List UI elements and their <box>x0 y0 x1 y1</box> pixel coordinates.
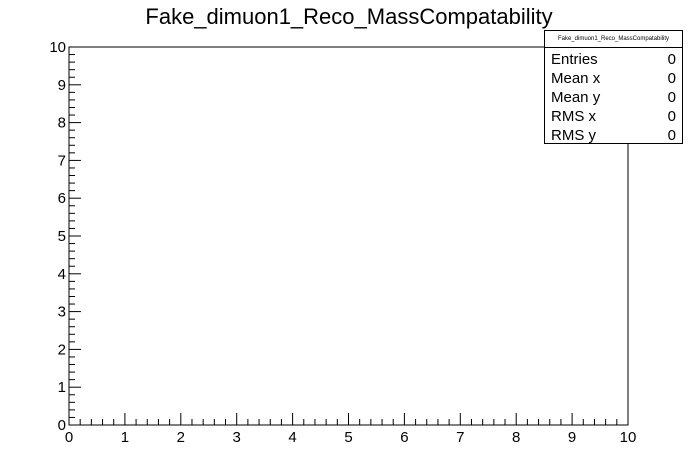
y-axis: 0 1 2 3 4 5 6 7 8 9 10 <box>49 39 81 434</box>
stats-value: 0 <box>667 51 676 68</box>
x-tick-label: 5 <box>344 429 352 446</box>
x-tick-label: 2 <box>177 429 185 446</box>
stats-row-mean-x: Mean x 0 <box>545 69 682 88</box>
x-axis: 0 1 2 3 4 5 6 7 8 9 10 <box>65 413 637 446</box>
stats-row-rms-x: RMS x 0 <box>545 107 682 126</box>
y-tick-label: 7 <box>58 152 66 169</box>
stats-box: Fake_dimuon1_Reco_MassCompatability Entr… <box>544 30 683 144</box>
stats-row-entries: Entries 0 <box>545 50 682 69</box>
stats-label: Mean y <box>551 89 601 106</box>
x-tick-label: 7 <box>456 429 464 446</box>
y-tick-label: 1 <box>58 379 66 396</box>
x-tick-label: 4 <box>288 429 296 446</box>
stats-value: 0 <box>667 89 676 106</box>
stats-title: Fake_dimuon1_Reco_MassCompatability <box>545 31 682 48</box>
x-tick-label: 1 <box>121 429 129 446</box>
y-tick-label: 9 <box>58 77 66 94</box>
x-tick-label: 8 <box>512 429 520 446</box>
stats-label: RMS x <box>551 108 596 125</box>
y-tick-label: 10 <box>49 39 66 56</box>
stats-value: 0 <box>667 70 676 87</box>
stats-row-mean-y: Mean y 0 <box>545 88 682 107</box>
y-tick-label: 6 <box>58 190 66 207</box>
chart-title: Fake_dimuon1_Reco_MassCompatability <box>145 4 552 29</box>
stats-label: Entries <box>551 51 598 68</box>
y-tick-label: 2 <box>58 341 66 358</box>
y-tick-label: 4 <box>58 266 66 283</box>
y-tick-label: 3 <box>58 304 66 321</box>
stats-label: RMS y <box>551 127 596 144</box>
y-tick-label: 0 <box>58 417 66 434</box>
x-tick-label: 10 <box>620 429 637 446</box>
stats-row-rms-y: RMS y 0 <box>545 126 682 145</box>
y-tick-label: 5 <box>58 228 66 245</box>
stats-label: Mean x <box>551 70 601 87</box>
stats-value: 0 <box>667 127 676 144</box>
x-tick-label: 6 <box>400 429 408 446</box>
y-tick-label: 8 <box>58 115 66 132</box>
x-tick-label: 0 <box>65 429 73 446</box>
stats-value: 0 <box>667 108 676 125</box>
x-tick-label: 9 <box>568 429 576 446</box>
x-tick-label: 3 <box>233 429 241 446</box>
